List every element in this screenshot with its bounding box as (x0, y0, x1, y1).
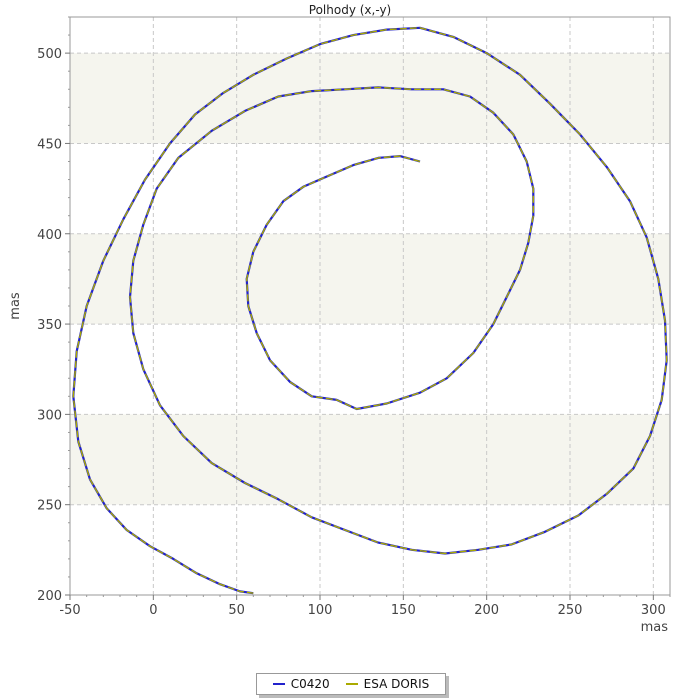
legend-label-c0420: C0420 (290, 677, 330, 691)
x-tick-label-200: 200 (474, 603, 499, 618)
x-tick-label-300: 300 (641, 603, 666, 618)
x-tick-label--50: -50 (59, 603, 80, 618)
x-tick-label-0: 0 (149, 603, 157, 618)
band-2 (70, 53, 670, 144)
legend: C0420 ESA DORIS (256, 673, 446, 695)
x-tick-label-100: 100 (308, 603, 333, 618)
band-0 (70, 414, 670, 505)
x-axis-label: mas (641, 620, 669, 635)
band-1 (70, 233, 670, 325)
legend-label-esa-doris: ESA DORIS (363, 677, 430, 691)
legend-item-esa-doris: ESA DORIS (345, 677, 430, 691)
y-tick-label-400: 400 (37, 228, 62, 243)
x-tick-label-150: 150 (391, 603, 416, 618)
y-tick-label-300: 300 (37, 408, 62, 423)
legend-swatch-esa-doris (345, 683, 358, 685)
y-tick-label-350: 350 (37, 318, 62, 333)
x-tick-label-50: 50 (228, 603, 245, 618)
legend-item-c0420: C0420 (272, 677, 330, 691)
chart-title: Polhody (x,-y) (308, 3, 392, 17)
alternating-bands (70, 53, 670, 505)
x-tick-label-250: 250 (558, 603, 583, 618)
y-tick-label-500: 500 (37, 47, 62, 62)
y-axis-label: mas (8, 292, 23, 320)
legend-swatch-c0420 (272, 683, 285, 685)
y-tick-label-250: 250 (37, 499, 62, 514)
y-tick-label-450: 450 (37, 137, 62, 152)
series-line-esa-doris (72, 27, 668, 594)
series-layer (72, 26, 668, 595)
y-tick-label-200: 200 (37, 589, 62, 604)
axis-ticks: -50 0 50 100 150 200 250 300 200 250 300 350 400 450 5… (37, 16, 671, 618)
